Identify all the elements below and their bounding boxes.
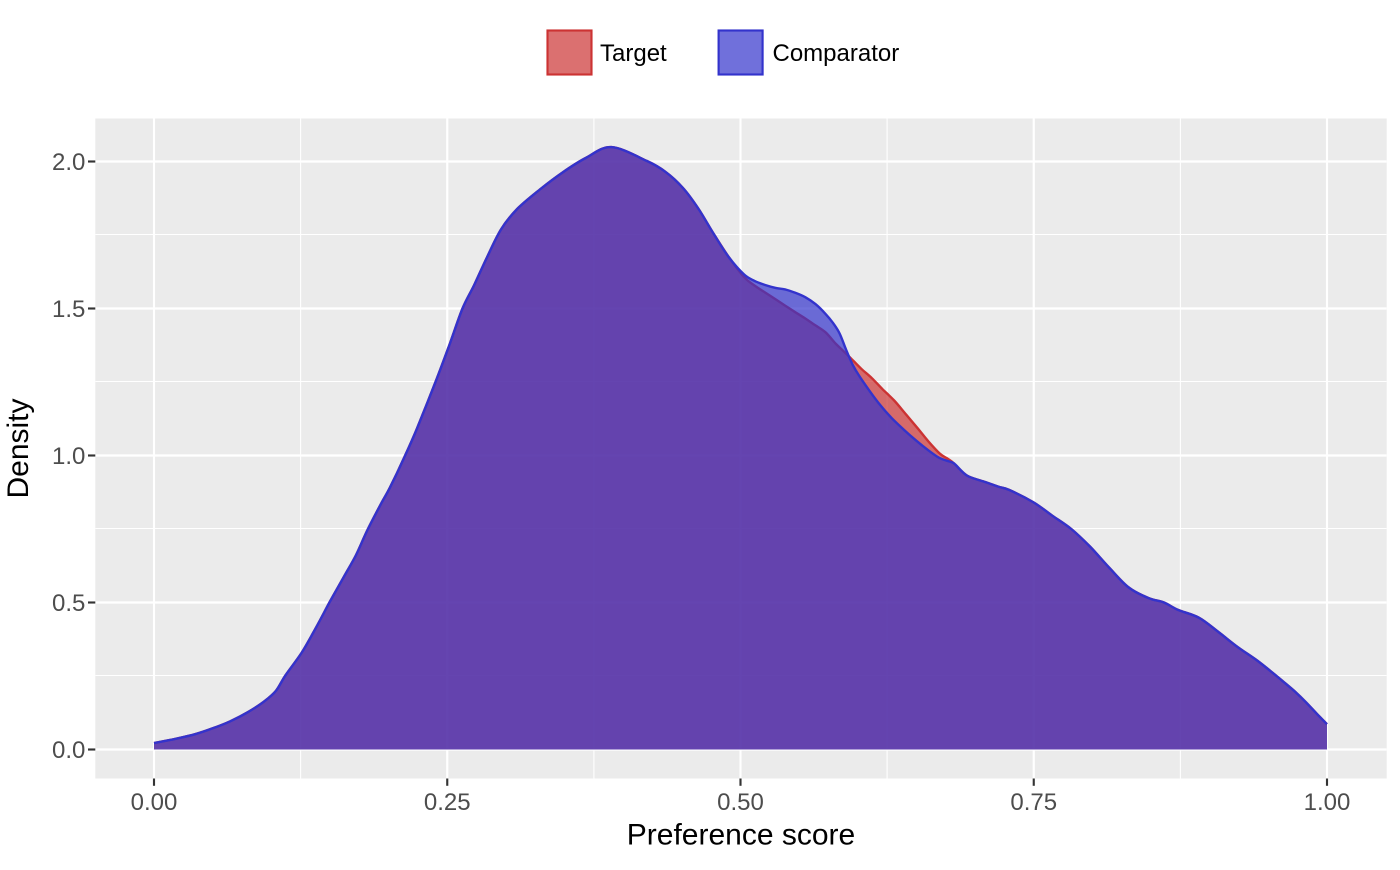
- svg-text:1.0: 1.0: [52, 443, 85, 470]
- svg-text:0.75: 0.75: [1010, 789, 1057, 816]
- svg-text:Preference score: Preference score: [627, 819, 855, 852]
- svg-text:Density: Density: [2, 398, 35, 498]
- svg-text:0.50: 0.50: [717, 789, 764, 816]
- svg-text:1.5: 1.5: [52, 296, 85, 323]
- svg-text:0.25: 0.25: [424, 789, 471, 816]
- svg-text:Target: Target: [600, 40, 667, 67]
- svg-text:0.00: 0.00: [131, 789, 178, 816]
- svg-text:2.0: 2.0: [52, 149, 85, 176]
- svg-text:1.00: 1.00: [1304, 789, 1351, 816]
- svg-text:0.0: 0.0: [52, 737, 85, 764]
- svg-text:0.5: 0.5: [52, 590, 85, 617]
- svg-text:Comparator: Comparator: [773, 40, 900, 67]
